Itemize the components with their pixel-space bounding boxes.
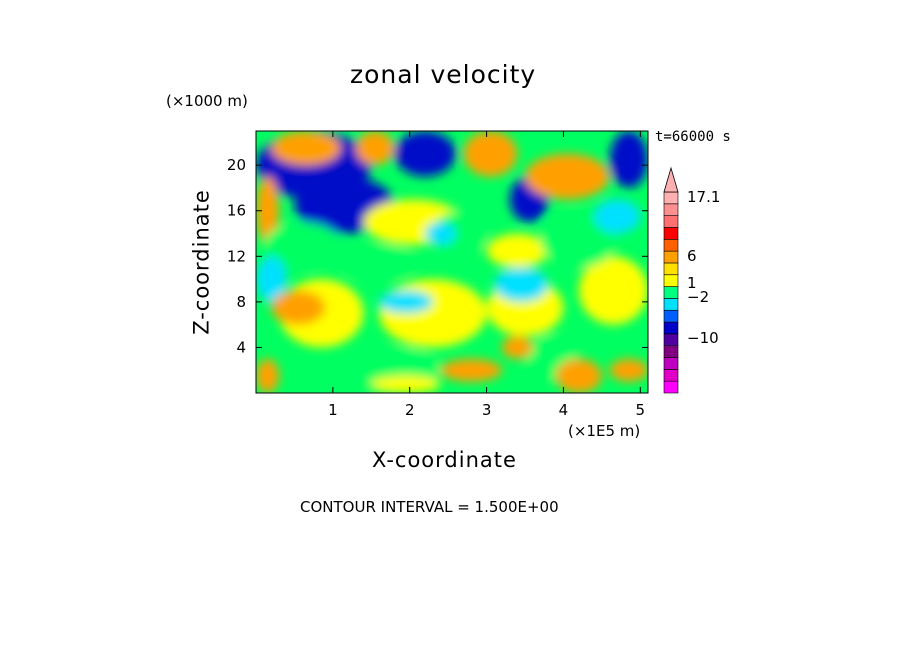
field-region [578,256,648,325]
colorbar-segment [663,321,679,335]
field-region [355,131,395,166]
field-regions [256,131,648,393]
plot-frame [255,130,649,394]
field-region [371,375,441,393]
field-region [501,336,533,359]
colorbar-segment [663,333,679,347]
y-tick-label: 20 [227,156,246,174]
colorbar-segment [663,203,679,216]
field-region [256,358,280,393]
field-region [525,153,610,200]
field-region [594,199,641,234]
field-region [609,358,648,382]
y-unit-label: (×1000 m) [166,92,248,110]
colorbar-label: −2 [687,288,709,306]
colorbar-segment [663,380,679,394]
field-region [486,233,549,268]
field-region [378,290,433,314]
x-axis-label: X-coordinate [372,448,517,472]
x-unit-label: (×1E5 m) [568,422,641,440]
chart-title: zonal velocity [350,60,537,89]
field-region [256,256,287,302]
x-tick-label: 1 [328,401,338,419]
colorbar-arrow [663,166,679,193]
colorbar-segment [663,309,679,323]
colorbar-segment [663,238,679,252]
field-region [432,210,487,257]
y-tick-label: 12 [227,247,246,265]
colorbar-label: 1 [687,274,697,292]
y-tick-label: 4 [236,338,246,356]
colorbar-label: 17.1 [687,188,720,206]
colorbar-segment [663,369,679,382]
x-tick-label: 4 [559,401,569,419]
x-tick-label: 5 [636,401,646,419]
field-region [425,222,456,245]
colorbar-segment [663,345,679,358]
field-region [263,222,341,268]
time-label: t=66000 s [655,129,731,145]
field-region [340,244,418,280]
colorbar-segment [663,191,679,205]
field-region [555,358,602,393]
x-tick-label: 3 [482,401,492,419]
colorbar-segment [663,274,679,287]
field-region [271,290,326,325]
field-region [394,131,456,177]
colorbar-label: −10 [687,329,719,347]
colorbar-segment [663,298,679,311]
field-region [463,131,518,177]
colorbar-segment [663,286,679,299]
colorbar-segment [663,215,679,228]
field-region [494,267,549,302]
contour-interval-text: CONTOUR INTERVAL = 1.500E+00 [300,498,559,516]
field-region [256,176,280,245]
field-region [271,131,341,166]
colorbar-segment [663,227,679,240]
colorbar-segment [663,357,679,370]
field-region [609,131,648,188]
field-region [440,358,502,382]
colorbar-segment [663,250,679,264]
y-tick-label: 8 [236,293,246,311]
x-tick-label: 2 [405,401,415,419]
field-layer [256,131,648,393]
colorbar-segment [663,262,679,276]
colorbar-label: 6 [687,247,697,265]
field-region [378,279,487,348]
y-tick-label: 16 [227,202,246,220]
